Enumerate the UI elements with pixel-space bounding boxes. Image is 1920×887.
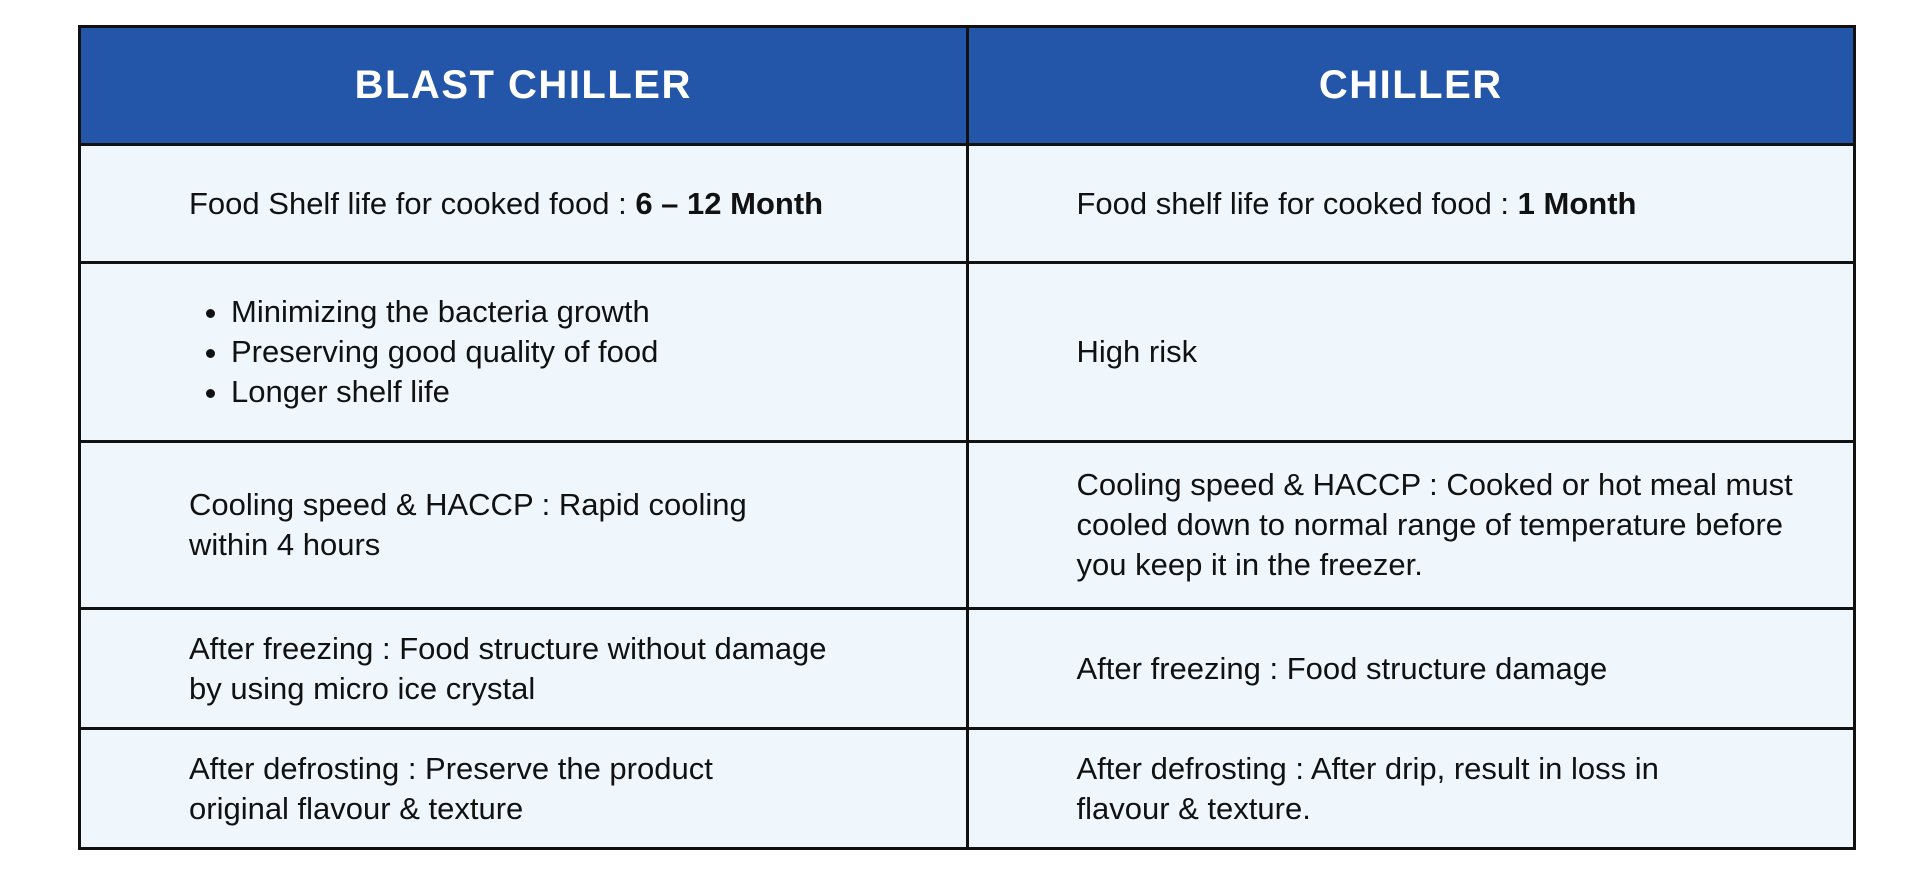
cell-chiller-after-defrosting: After defrosting : After drip, result in… (965, 727, 1856, 850)
cell-blast-after-freezing: After freezing : Food structure without … (78, 607, 969, 730)
table-body: Food Shelf life for cooked food : 6 – 12… (78, 143, 1856, 850)
cell-text-line: Cooling speed & HACCP : Cooked or hot me… (1076, 467, 1793, 502)
cell-chiller-shelf-life: Food shelf life for cooked food : 1 Mont… (965, 143, 1856, 264)
list-item: Minimizing the bacteria growth (231, 292, 930, 332)
comparison-table-wrapper: BLAST CHILLER CHILLER Food Shelf life fo… (78, 25, 1856, 850)
table-row-after-freezing: After freezing : Food structure without … (78, 607, 1856, 730)
cell-text-line: After defrosting : After drip, result in… (1076, 750, 1659, 786)
table-row-shelf-life: Food Shelf life for cooked food : 6 – 12… (78, 143, 1856, 264)
table-row-cooling-speed: Cooling speed & HACCP : Rapid cooling wi… (78, 440, 1856, 610)
cell-text-line: After defrosting : Preserve the product (189, 750, 713, 786)
table-row-quality: Minimizing the bacteria growth Preservin… (78, 261, 1856, 443)
comparison-table: BLAST CHILLER CHILLER Food Shelf life fo… (78, 25, 1856, 850)
cell-text-line: Cooling speed & HACCP : Rapid cooling (189, 487, 747, 522)
cell-chiller-quality: High risk (965, 261, 1856, 443)
table-row-after-defrosting: After defrosting : Preserve the product … (78, 727, 1856, 850)
table-header: BLAST CHILLER CHILLER (78, 25, 1856, 146)
shelf-life-label: Food Shelf life for cooked food : (189, 185, 636, 221)
cell-text-line: flavour & texture. (1076, 790, 1311, 826)
cell-text-line: you keep it in the freezer. (1076, 547, 1423, 582)
cell-blast-quality: Minimizing the bacteria growth Preservin… (78, 261, 969, 443)
header-blast-chiller: BLAST CHILLER (78, 25, 969, 146)
cell-chiller-after-freezing: After freezing : Food structure damage (965, 607, 1856, 730)
cell-text-line: cooled down to normal range of temperatu… (1076, 507, 1784, 542)
risk-text: High risk (1076, 334, 1198, 369)
cell-text-line: within 4 hours (189, 527, 381, 562)
cell-text-line: original flavour & texture (189, 790, 524, 826)
shelf-life-label: Food shelf life for cooked food : (1076, 185, 1518, 221)
header-row: BLAST CHILLER CHILLER (78, 25, 1856, 146)
benefits-list: Minimizing the bacteria growth Preservin… (189, 292, 930, 412)
header-chiller: CHILLER (965, 25, 1856, 146)
cell-blast-cooling-speed: Cooling speed & HACCP : Rapid cooling wi… (78, 440, 969, 610)
cell-blast-after-defrosting: After defrosting : Preserve the product … (78, 727, 969, 850)
shelf-life-value: 6 – 12 Month (635, 185, 824, 221)
cell-text-line: by using micro ice crystal (189, 670, 536, 706)
cell-text: After freezing : Food structure damage (1076, 650, 1608, 686)
cell-chiller-cooling-speed: Cooling speed & HACCP : Cooked or hot me… (965, 440, 1856, 610)
list-item: Preserving good quality of food (231, 332, 930, 372)
shelf-life-value: 1 Month (1517, 185, 1637, 221)
cell-text-line: After freezing : Food structure without … (189, 630, 827, 666)
list-item: Longer shelf life (231, 372, 930, 412)
cell-blast-shelf-life: Food Shelf life for cooked food : 6 – 12… (78, 143, 969, 264)
